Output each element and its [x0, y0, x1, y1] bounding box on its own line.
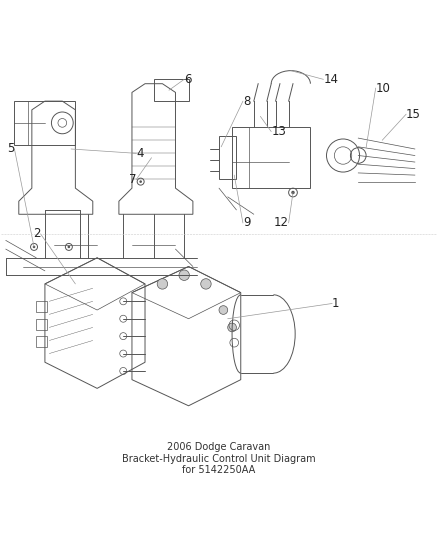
Text: 7: 7: [129, 173, 136, 186]
Text: 14: 14: [323, 73, 339, 86]
Text: 2: 2: [33, 228, 41, 240]
Text: 13: 13: [271, 125, 286, 138]
Text: 12: 12: [274, 216, 289, 230]
Text: 5: 5: [7, 142, 14, 156]
Circle shape: [219, 305, 228, 314]
Text: 4: 4: [136, 147, 144, 160]
Text: 2006 Dodge Caravan
Bracket-Hydraulic Control Unit Diagram
for 5142250AA: 2006 Dodge Caravan Bracket-Hydraulic Con…: [122, 442, 316, 475]
Circle shape: [179, 270, 189, 280]
Circle shape: [228, 323, 237, 332]
Circle shape: [157, 279, 168, 289]
Text: 15: 15: [406, 108, 421, 120]
Text: 6: 6: [184, 73, 192, 86]
Circle shape: [33, 246, 35, 248]
Circle shape: [291, 191, 295, 194]
Circle shape: [201, 279, 211, 289]
Text: 9: 9: [243, 216, 251, 230]
Circle shape: [67, 246, 70, 248]
Text: 8: 8: [243, 95, 250, 108]
Text: 10: 10: [376, 82, 391, 94]
Circle shape: [139, 180, 142, 183]
Text: 1: 1: [332, 297, 339, 310]
